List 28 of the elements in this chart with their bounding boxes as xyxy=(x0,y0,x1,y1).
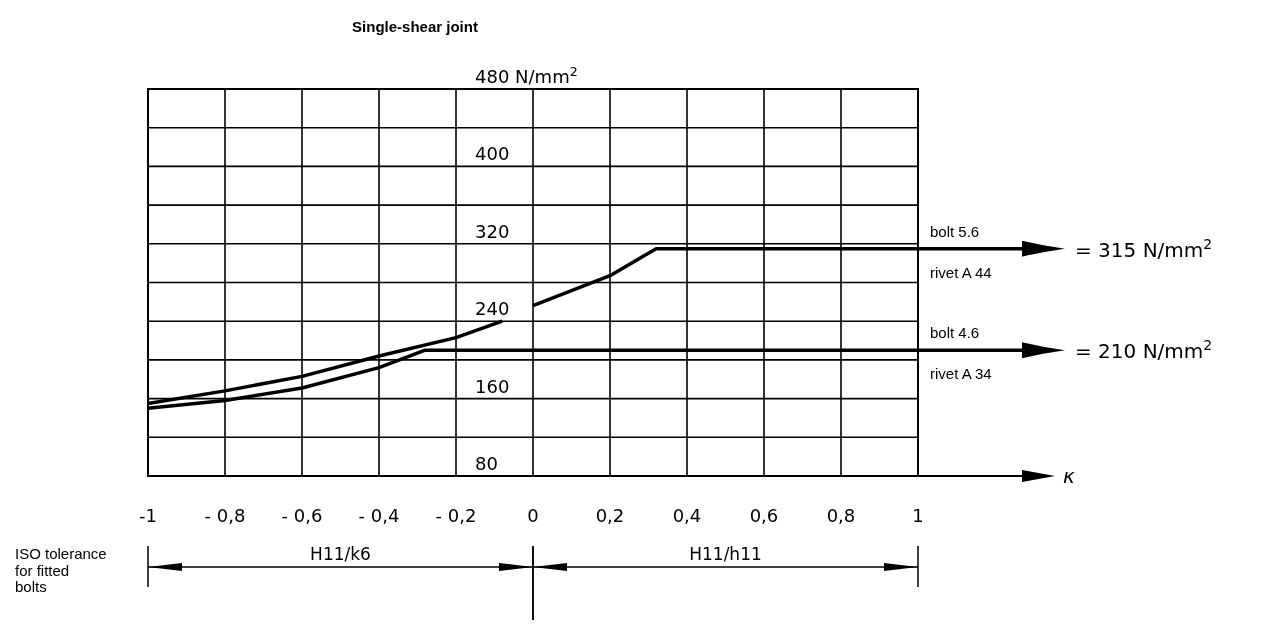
text: H11/k6 xyxy=(310,544,371,564)
x-tick-label: - 0,6 xyxy=(281,505,323,526)
text: rivet A 44 xyxy=(930,263,992,281)
y-tick-label: 160 xyxy=(475,375,510,397)
y-tick-label: 400 xyxy=(475,143,510,165)
series-label: bolt 5.6 xyxy=(930,222,980,240)
x-tick-label: 0,8 xyxy=(826,505,856,526)
y-tick-label: 480 N/mm$^{2}$ xyxy=(475,63,578,87)
y-tick-label: 320 xyxy=(475,220,510,242)
x-tick-label: 0,6 xyxy=(749,505,779,526)
text: ISO tolerance for fitted bolts xyxy=(15,545,107,595)
x-tick-label: 1 xyxy=(912,505,924,526)
x-tick-label: - 0,8 xyxy=(204,505,246,526)
chart-title: Single-shear joint xyxy=(352,18,478,35)
series-label: bolt 4.6 xyxy=(930,324,980,342)
text: κ xyxy=(1063,464,1075,488)
text: = 210 N/mm$^{2}$ xyxy=(1075,337,1213,364)
y-tick-label: 240 xyxy=(475,298,510,320)
text: = 315 N/mm$^{2}$ xyxy=(1075,235,1213,262)
x-tick-label: 0 xyxy=(527,505,539,526)
x-tick-label: - 0,4 xyxy=(358,505,400,526)
text: H11/h11 xyxy=(689,544,762,564)
x-tick-label: 0,4 xyxy=(672,505,702,526)
x-tick-label: 0,2 xyxy=(595,505,625,526)
text: rivet A 34 xyxy=(930,365,992,383)
x-tick-label: - 0,2 xyxy=(435,505,477,526)
y-tick-label: 80 xyxy=(475,453,498,474)
x-tick-label: -1 xyxy=(139,505,157,526)
